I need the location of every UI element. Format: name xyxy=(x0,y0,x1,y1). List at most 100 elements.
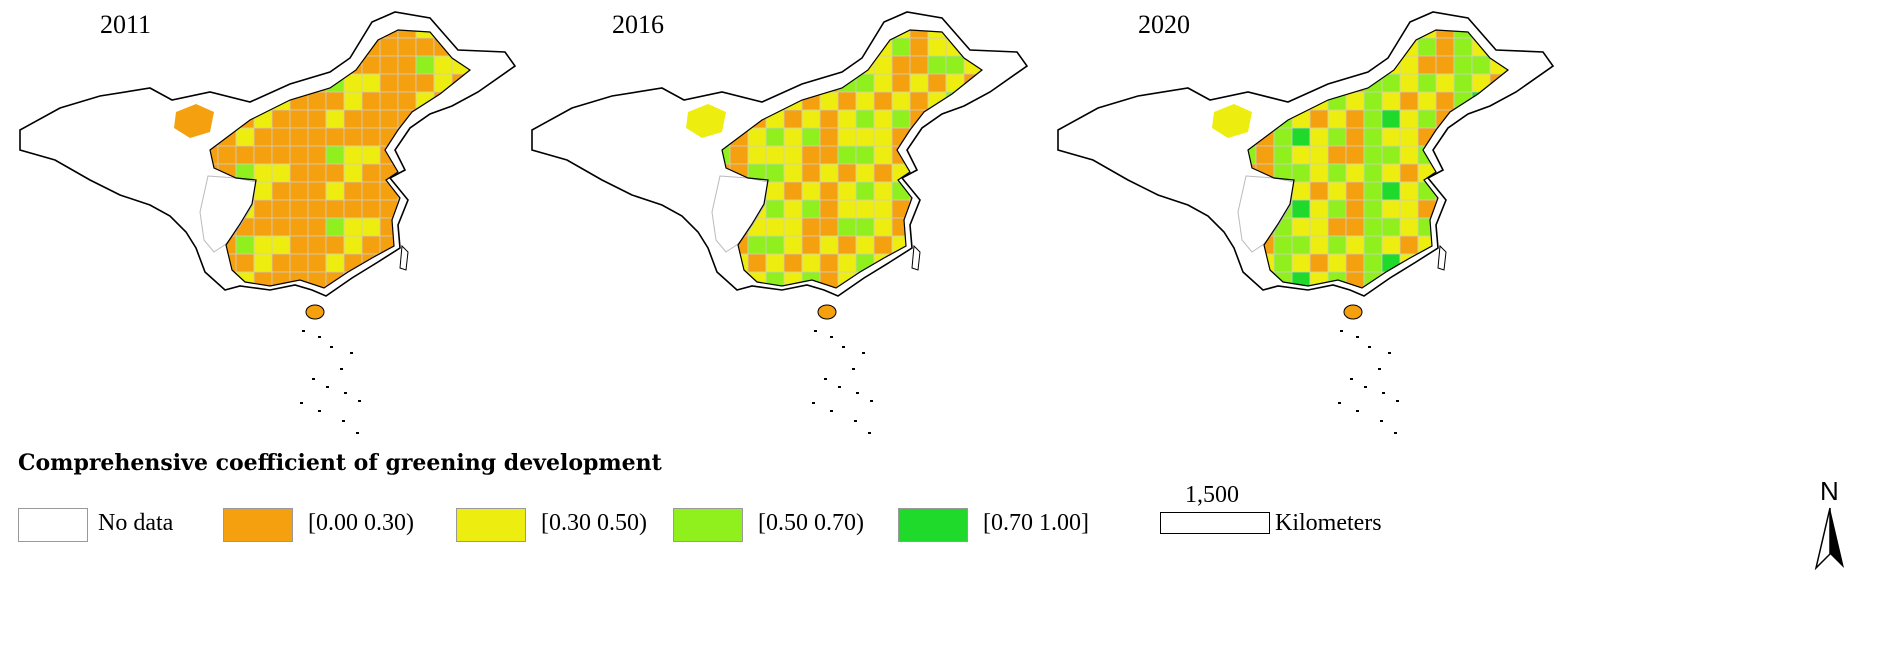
region-cell xyxy=(1453,127,1473,147)
region-cell xyxy=(1417,271,1437,288)
region-cell xyxy=(891,37,911,57)
region-cell xyxy=(397,271,417,288)
region-cell xyxy=(1399,145,1419,165)
region-cell xyxy=(1309,181,1329,201)
region-cell xyxy=(981,217,982,237)
island-dot xyxy=(342,420,345,422)
region-cell xyxy=(1489,199,1508,219)
region-cell xyxy=(1345,253,1365,273)
region-cell xyxy=(855,217,875,237)
region-cell xyxy=(1472,290,1490,308)
region-cell xyxy=(783,30,803,39)
region-cell xyxy=(361,127,381,147)
region-cell xyxy=(361,73,381,93)
region-cell xyxy=(1417,109,1437,129)
region-cell xyxy=(217,37,237,57)
region-cell xyxy=(1273,37,1293,57)
region-cell xyxy=(765,235,785,255)
region-cell xyxy=(379,271,399,288)
region-cell xyxy=(1291,181,1311,201)
region-cell xyxy=(765,181,785,201)
region-cell xyxy=(747,55,767,75)
region-cell xyxy=(1399,127,1419,147)
region-cell xyxy=(1273,235,1293,255)
region-cell xyxy=(1453,199,1473,219)
region-cell xyxy=(945,271,965,288)
region-cell xyxy=(963,181,982,201)
region-cell xyxy=(1345,217,1365,237)
region-cell xyxy=(1309,145,1329,165)
island-dot xyxy=(1338,402,1341,404)
region-cell xyxy=(1345,199,1365,219)
region-cell xyxy=(307,163,327,183)
region-cell xyxy=(874,290,892,308)
region-cell xyxy=(1255,30,1275,39)
region-cell xyxy=(433,163,453,183)
region-cell xyxy=(307,30,327,39)
region-cell xyxy=(1381,235,1401,255)
region-cell xyxy=(1291,37,1311,57)
region-cell xyxy=(290,290,308,308)
region-cell xyxy=(801,145,821,165)
region-cell xyxy=(783,127,803,147)
region-polygon xyxy=(686,104,726,138)
region-cell xyxy=(1399,163,1419,183)
region-cell xyxy=(765,73,785,93)
region-cell xyxy=(1345,30,1365,39)
region-cell xyxy=(1292,290,1310,308)
region-cell xyxy=(415,55,435,75)
region-cell xyxy=(722,30,731,39)
island-dot xyxy=(842,346,845,348)
region-cell xyxy=(1508,290,1526,308)
region-cell xyxy=(469,163,470,183)
region-cell xyxy=(451,271,470,288)
region-cell xyxy=(1327,145,1347,165)
region-cell xyxy=(200,290,218,308)
region-cell xyxy=(1453,253,1473,273)
region-cell xyxy=(963,235,982,255)
region-cell xyxy=(433,109,453,129)
region-cell xyxy=(289,30,309,39)
region-cell xyxy=(271,30,291,39)
region-cell xyxy=(1363,199,1383,219)
island-dot xyxy=(830,410,833,412)
region-cell xyxy=(210,30,219,39)
region-cell xyxy=(217,145,237,165)
taiwan-island xyxy=(1437,244,1447,271)
region-cell xyxy=(837,37,857,57)
legend-label-no-data: No data xyxy=(98,510,174,536)
island-dot xyxy=(814,330,817,332)
region-cell xyxy=(1363,127,1383,147)
region-cell xyxy=(891,271,911,288)
region-cell xyxy=(361,145,381,165)
region-cell xyxy=(802,290,820,308)
region-cell xyxy=(1435,217,1455,237)
region-cell xyxy=(271,235,291,255)
island-dot xyxy=(344,392,347,394)
region-cell xyxy=(909,37,929,57)
region-cell xyxy=(217,73,237,93)
region-cell xyxy=(1381,91,1401,111)
region-cell xyxy=(307,91,327,111)
region-cell xyxy=(783,253,803,273)
region-cell xyxy=(1291,145,1311,165)
region-cell xyxy=(981,235,982,255)
region-cell xyxy=(946,290,964,308)
region-cell xyxy=(1399,91,1419,111)
region-cell xyxy=(433,199,453,219)
region-cell xyxy=(361,199,381,219)
region-cell xyxy=(783,181,803,201)
region-cell xyxy=(1381,199,1401,219)
region-cell xyxy=(1274,290,1292,308)
island-dot xyxy=(318,336,321,338)
region-cell xyxy=(1381,217,1401,237)
region-cell xyxy=(981,145,982,165)
region-cell xyxy=(855,163,875,183)
region-cell xyxy=(307,199,327,219)
region-cell xyxy=(236,290,254,308)
scale-bar-value: 1,500 xyxy=(1185,482,1239,508)
region-cell xyxy=(289,109,309,129)
region-cell xyxy=(873,199,893,219)
region-cell xyxy=(344,290,362,308)
region-cell xyxy=(1309,199,1329,219)
